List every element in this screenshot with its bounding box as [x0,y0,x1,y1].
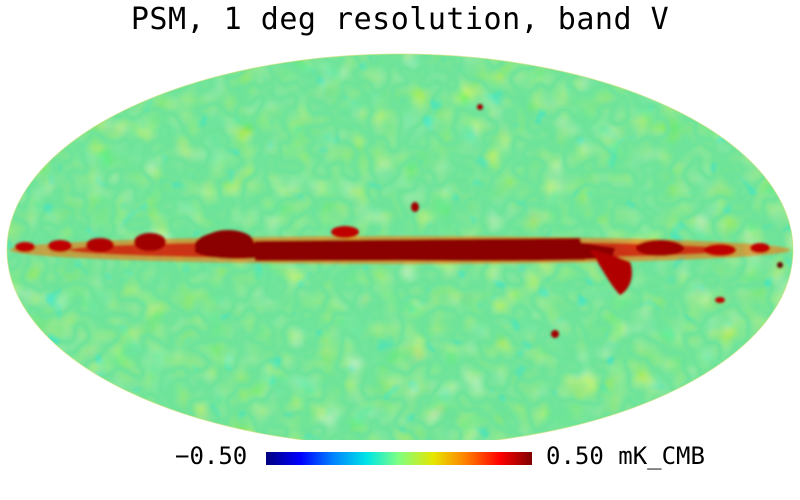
map-area [6,53,794,440]
galactic-plane [10,104,790,338]
map-title: PSM, 1 deg resolution, band V [130,2,670,37]
sky-map [6,53,794,440]
colorbar-gradient [266,452,532,465]
colorbar-min-label: −0.50 [175,442,248,470]
colorbar-max-label: 0.50 mK_CMB [546,442,705,470]
colorbar: −0.50 0.50 mK_CMB [0,440,800,480]
map-outline [6,53,794,440]
map-ellipse [7,54,793,440]
